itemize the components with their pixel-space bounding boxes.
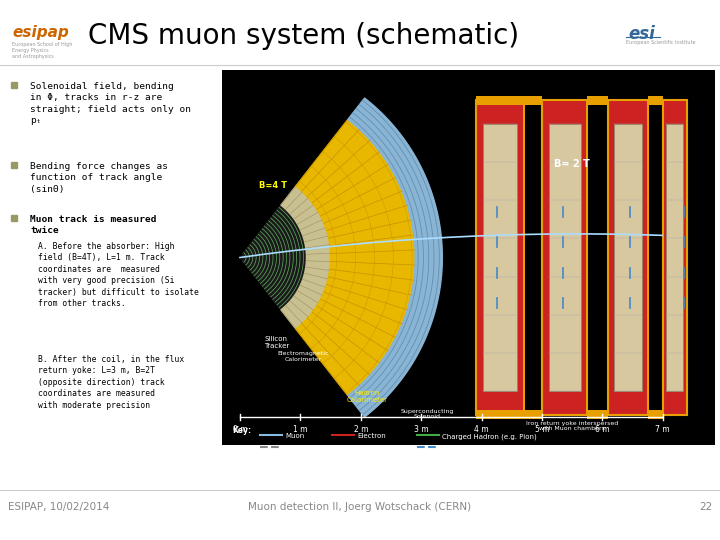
Bar bbox=[608, 100, 648, 415]
Text: 22: 22 bbox=[698, 502, 712, 512]
Text: Muon: Muon bbox=[285, 433, 305, 439]
Text: Silicon
Tracker: Silicon Tracker bbox=[264, 336, 289, 349]
Polygon shape bbox=[242, 205, 307, 310]
Bar bbox=[222, 70, 715, 445]
Text: 7 m: 7 m bbox=[655, 425, 670, 434]
Text: Solenoidal field, bending
in Φ, tracks in r-z are
straight; field acts only on
p: Solenoidal field, bending in Φ, tracks i… bbox=[30, 82, 191, 125]
Text: European School of High
Energy Physics
and Astrophysics: European School of High Energy Physics a… bbox=[12, 42, 73, 59]
Bar bbox=[648, 96, 663, 105]
Bar bbox=[475, 96, 542, 105]
Text: 2 m: 2 m bbox=[354, 425, 368, 434]
Bar bbox=[475, 410, 542, 419]
Bar bbox=[588, 96, 608, 105]
Text: B=4 T: B=4 T bbox=[259, 181, 287, 190]
Bar bbox=[542, 100, 588, 415]
Text: Superconducting
Solenoid: Superconducting Solenoid bbox=[400, 408, 454, 419]
Text: Hadron
Calorimeter: Hadron Calorimeter bbox=[346, 390, 387, 403]
Text: Bending force changes as
function of track angle
(sinΘ): Bending force changes as function of tra… bbox=[30, 162, 168, 194]
Text: 0 m: 0 m bbox=[233, 425, 247, 434]
Text: CMS muon system (schematic): CMS muon system (schematic) bbox=[88, 22, 519, 50]
Bar bbox=[614, 124, 642, 391]
Text: esipap: esipap bbox=[12, 25, 68, 40]
Bar bbox=[588, 410, 608, 419]
Bar bbox=[475, 100, 524, 415]
Text: Photon: Photon bbox=[442, 445, 467, 451]
Text: esi: esi bbox=[628, 25, 655, 43]
Text: Muon track is measured
twice: Muon track is measured twice bbox=[30, 215, 156, 235]
Text: 3 m: 3 m bbox=[414, 425, 428, 434]
Text: ESIPAP, 10/02/2014: ESIPAP, 10/02/2014 bbox=[8, 502, 109, 512]
Text: 6 m: 6 m bbox=[595, 425, 610, 434]
Polygon shape bbox=[348, 98, 442, 417]
Text: Muon detection II, Joerg Wotschack (CERN): Muon detection II, Joerg Wotschack (CERN… bbox=[248, 502, 472, 512]
Text: Electron: Electron bbox=[357, 433, 386, 439]
Bar bbox=[663, 100, 687, 415]
Polygon shape bbox=[296, 119, 415, 395]
Text: B. After the coil, in the flux
return yoke: L=3 m, B=2T
(opposite direction) tra: B. After the coil, in the flux return yo… bbox=[38, 355, 184, 410]
Bar bbox=[667, 124, 683, 391]
Text: B= 2 T: B= 2 T bbox=[554, 159, 590, 169]
Text: Key:: Key: bbox=[232, 426, 251, 435]
Text: 5 m: 5 m bbox=[535, 425, 549, 434]
Bar bbox=[483, 124, 517, 391]
Text: A. Before the absorber: High
field (B=4T), L=1 m. Track
coordinates are  measure: A. Before the absorber: High field (B=4T… bbox=[38, 242, 199, 308]
Text: Charged Hadron (e.g. Pion): Charged Hadron (e.g. Pion) bbox=[442, 433, 536, 440]
Text: 4 m: 4 m bbox=[474, 425, 489, 434]
Text: 1 m: 1 m bbox=[293, 425, 307, 434]
Text: Neutral Hadron (e.g. Neutron): Neutral Hadron (e.g. Neutron) bbox=[285, 445, 390, 451]
Polygon shape bbox=[281, 186, 330, 329]
Text: Electromagnetic
Calorimeter: Electromagnetic Calorimeter bbox=[278, 351, 329, 362]
Bar bbox=[549, 124, 580, 391]
Text: Iron return yoke interspersed
with Muon chambers: Iron return yoke interspersed with Muon … bbox=[526, 421, 618, 431]
Text: European Scientific Institute: European Scientific Institute bbox=[626, 40, 696, 45]
Bar bbox=[648, 410, 663, 419]
